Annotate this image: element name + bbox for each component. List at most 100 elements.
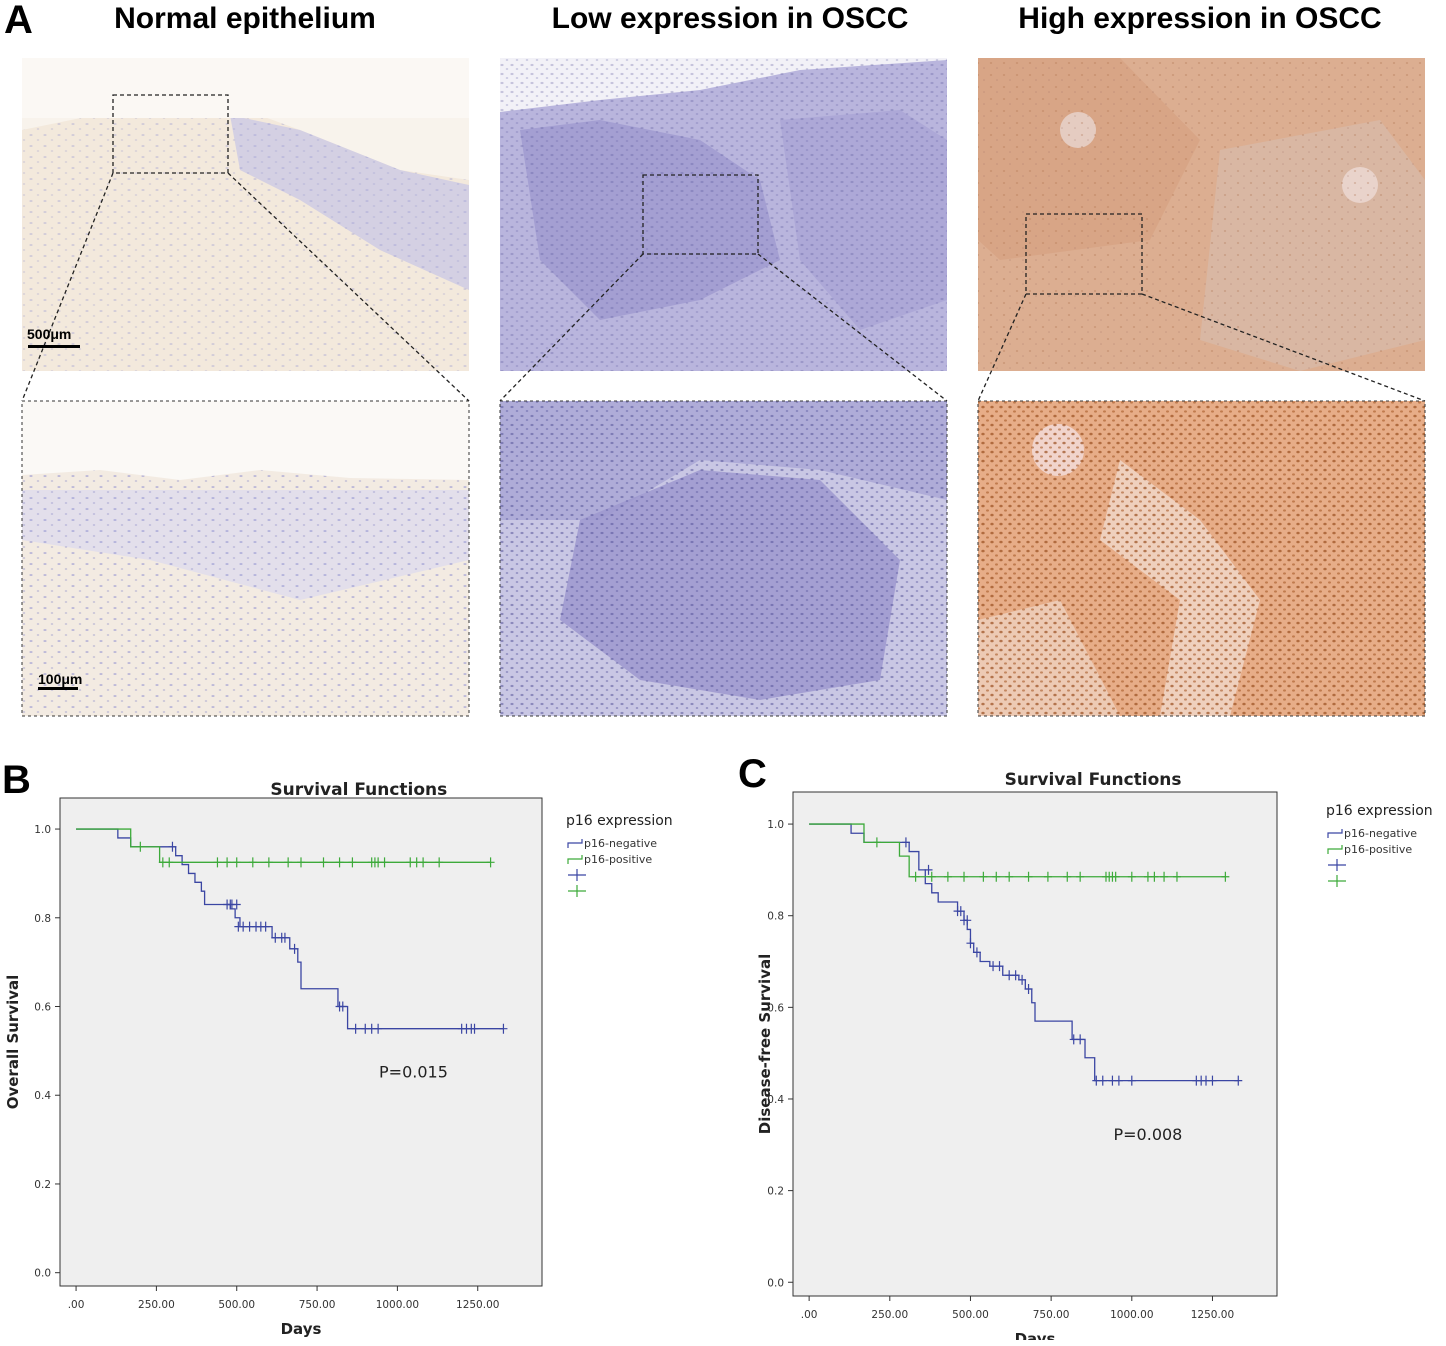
chart-b-censor-mark: [223, 857, 232, 868]
chart-b-censor-mark: [335, 857, 344, 868]
chart-c-xtick-label: 250.00: [871, 1309, 908, 1321]
chart-b-legend-censor-swatch: [568, 869, 586, 881]
chart-c-legend-censor-swatch: [1328, 875, 1346, 887]
chart-c-series-line-p16-positive: [809, 823, 1226, 878]
scale-bar-100-label: 100μm: [38, 671, 83, 687]
chart-c-xtick-label: .00: [801, 1309, 818, 1321]
scale-bar-500-label: 500μm: [27, 326, 72, 342]
column-title-high: High expression in OSCC: [1018, 2, 1382, 35]
panel-c-letter: C: [738, 752, 767, 796]
chart-b-legend-entry-p16-negative: p16-negative: [584, 837, 657, 850]
chart-c-legend-censor-swatch: [1328, 859, 1346, 871]
chart-c-censor-mark: [1208, 1075, 1217, 1086]
chart-b-xtick-label: 750.00: [299, 1299, 336, 1311]
panel-b-letter: B: [2, 758, 31, 802]
chart-c-xlabel: Days: [1015, 1330, 1056, 1340]
chart-b-censor-mark: [419, 857, 428, 868]
chart-b-title: Survival Functions: [270, 780, 447, 800]
chart-b-censor-mark: [213, 857, 222, 868]
chart-b-p-value: P=0.015: [379, 1062, 448, 1081]
chart-b-ytick-label: 0.0: [34, 1268, 51, 1280]
chart-b-censor-mark: [280, 932, 289, 943]
chart-b-censor-mark: [165, 857, 174, 868]
chart-c-ytick-label: 0.8: [767, 911, 784, 923]
chart-c-censor-mark: [1111, 871, 1120, 882]
chart-c-censor-mark: [992, 871, 1001, 882]
chart-c-censor-mark: [901, 837, 910, 848]
chart-b-ytick-label: 0.4: [34, 1090, 51, 1102]
chart-c-title: Survival Functions: [1005, 770, 1182, 790]
chart-c-xtick-label: 1000.00: [1110, 1309, 1153, 1321]
chart-b-series-line-p16-negative: [76, 828, 504, 1030]
chart-b-censor-mark: [348, 857, 357, 868]
chart-c-censor-mark: [1234, 1075, 1243, 1086]
chart-b-censor-mark: [284, 857, 293, 868]
chart-c-censor-mark: [911, 871, 920, 882]
chart-c-ytick-label: 0.2: [767, 1186, 784, 1198]
chart-b-censor-mark: [261, 921, 270, 932]
chart-b-censor-mark: [351, 1023, 360, 1034]
panel-a-letter: A: [4, 0, 33, 42]
chart-c-censor-mark: [1018, 974, 1027, 985]
chart-c-xtick-label: 500.00: [952, 1309, 989, 1321]
micrograph-low-zoom: [500, 401, 947, 716]
chart-c-legend-entry-p16-negative: p16-negative: [1344, 827, 1417, 840]
chart-b-legend-censor-swatch: [568, 885, 586, 897]
chart-b-censor-mark: [136, 841, 145, 852]
chart-b-plot-area: [59, 797, 543, 1287]
chart-c-censor-mark: [1160, 871, 1169, 882]
chart-b-xtick-label: 500.00: [218, 1299, 255, 1311]
chart-c-ytick-label: 1.0: [767, 819, 784, 831]
chart-b-xtick-label: 250.00: [138, 1299, 175, 1311]
chart-c-censor-mark: [872, 837, 881, 848]
chart-b-censor-mark: [168, 841, 177, 852]
chart-c-censor-mark: [1172, 871, 1181, 882]
chart-b-censor-mark: [380, 857, 389, 868]
chart-c-ytick-label: 0.4: [767, 1094, 784, 1106]
chart-c-ytick-label: 0.0: [767, 1277, 784, 1289]
chart-c-censor-mark: [995, 961, 1004, 972]
chart-c-censor-mark: [1150, 871, 1159, 882]
chart-c-censor-mark: [1043, 871, 1052, 882]
chart-b-ytick-label: 0.8: [34, 913, 51, 925]
chart-b-ytick-label: 0.6: [34, 1002, 51, 1014]
chart-c-censor-mark: [960, 871, 969, 882]
chart-b-legend-entry-p16-positive: p16-positive: [584, 853, 652, 866]
chart-c-legend-line-swatch: [1327, 845, 1343, 854]
chart-c-censor-mark: [924, 864, 933, 875]
chart-c-censor-mark: [1076, 871, 1085, 882]
column-title-low: Low expression in OSCC: [551, 2, 909, 35]
chart-b-censor-mark: [290, 943, 299, 954]
chart-c-censor-mark: [956, 906, 965, 917]
km-chart-c: Survival Functions 0.0 0.2 0.4 0.6 0.8 1.0 .00 2…: [756, 770, 1433, 1340]
chart-c-censor-mark: [1063, 871, 1072, 882]
chart-b-ytick-label: 1.0: [34, 824, 51, 836]
chart-c-censor-mark: [1076, 1034, 1085, 1045]
chart-c-xtick-label: 1250.00: [1191, 1309, 1234, 1321]
chart-c-legend-line-swatch: [1327, 829, 1343, 838]
chart-c-censor-mark: [1024, 871, 1033, 882]
chart-c-ytick-label: 0.6: [767, 1002, 784, 1014]
chart-c-censor-mark: [943, 871, 952, 882]
chart-c-xtick-label: 750.00: [1033, 1309, 1070, 1321]
chart-b-censor-mark: [499, 1023, 508, 1034]
micrograph-normal-overview: [22, 58, 469, 371]
scale-bar-500: [28, 345, 80, 348]
chart-c-p-value: P=0.008: [1114, 1125, 1183, 1144]
chart-c-plot-area: [792, 791, 1278, 1297]
chart-b-xtick-label: .00: [68, 1299, 85, 1311]
chart-c-censor-mark: [979, 871, 988, 882]
chart-c-censor-mark: [1005, 871, 1014, 882]
chart-b-xlabel: Days: [281, 1320, 322, 1338]
chart-c-censor-mark: [963, 915, 972, 926]
micrograph-low-overview: [500, 58, 947, 371]
chart-b-xtick-label: 1250.00: [456, 1299, 499, 1311]
chart-b-censor-mark: [470, 1023, 479, 1034]
chart-b-censor-mark: [264, 857, 273, 868]
chart-b-censor-mark: [319, 857, 328, 868]
chart-c-censor-mark: [1127, 1075, 1136, 1086]
chart-b-xtick-label: 1000.00: [376, 1299, 419, 1311]
chart-c-censor-mark: [927, 871, 936, 882]
chart-c-censor-mark: [1011, 970, 1020, 981]
chart-b-censor-mark: [435, 857, 444, 868]
